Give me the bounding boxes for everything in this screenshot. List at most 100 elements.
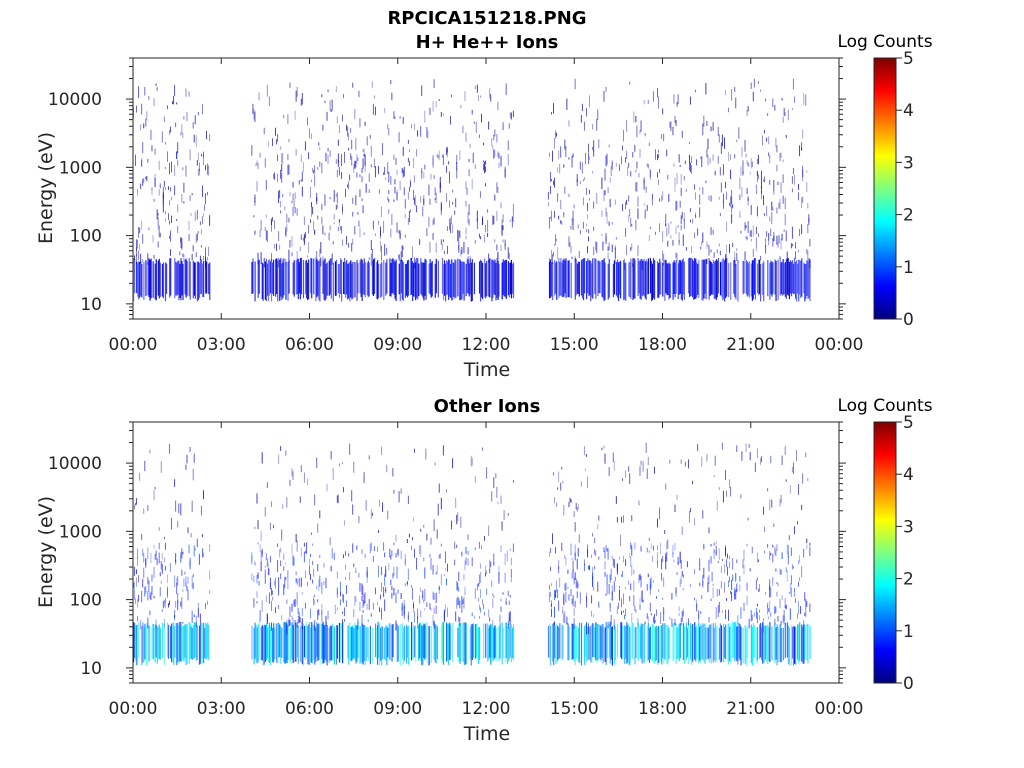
spectrogram-cell bbox=[429, 554, 431, 558]
spectrogram-cell bbox=[729, 561, 731, 569]
spectrogram-cell bbox=[511, 216, 513, 228]
spectrogram-cell bbox=[307, 255, 308, 258]
spectrogram-cell bbox=[169, 220, 170, 225]
spectrogram-cell bbox=[662, 597, 664, 600]
spectrogram-cell bbox=[756, 552, 758, 563]
spectrogram-cell bbox=[307, 117, 308, 126]
spectrogram-cell bbox=[609, 603, 611, 612]
spectrogram-cell bbox=[606, 584, 608, 595]
spectrogram-cell bbox=[319, 510, 321, 519]
spectrogram-cell bbox=[173, 96, 175, 105]
spectrogram-cell bbox=[770, 260, 772, 295]
spectrogram-cell bbox=[136, 569, 137, 574]
spectrogram-cell bbox=[389, 548, 391, 558]
spectrogram-cell bbox=[555, 130, 557, 139]
spectrogram-cell bbox=[595, 259, 597, 299]
spectrogram-cell bbox=[791, 176, 793, 184]
spectrogram-cell bbox=[625, 262, 627, 301]
spectrogram-cell bbox=[156, 87, 158, 91]
spectrogram-cell bbox=[557, 625, 559, 661]
spectrogram-cell bbox=[605, 621, 607, 665]
spectrogram-cell bbox=[622, 570, 623, 577]
spectrogram-cell bbox=[576, 263, 578, 294]
spectrogram-cell bbox=[491, 624, 493, 658]
spectrogram-cell bbox=[476, 218, 478, 229]
spectrogram-cell bbox=[198, 625, 201, 665]
spectrogram-cell bbox=[587, 258, 589, 294]
spectrogram-cell bbox=[508, 626, 510, 660]
spectrogram-cell bbox=[409, 209, 411, 213]
spectrogram-cell bbox=[192, 574, 194, 578]
spectrogram-cell bbox=[621, 516, 622, 523]
spectrogram-cell bbox=[296, 603, 298, 607]
spectrogram-cell bbox=[368, 173, 370, 182]
spectrogram-cell bbox=[582, 197, 584, 206]
spectrogram-cell bbox=[373, 546, 375, 551]
spectrogram-cell bbox=[710, 556, 712, 564]
spectrogram-cell bbox=[782, 259, 784, 295]
spectrogram-cell bbox=[698, 610, 700, 620]
spectrogram-cell bbox=[300, 547, 302, 557]
spectrogram-cell bbox=[201, 623, 204, 664]
spectrogram-cell bbox=[622, 625, 624, 659]
spectrogram-cell bbox=[375, 627, 378, 659]
spectrogram-cell bbox=[581, 162, 583, 174]
spectrogram-cell bbox=[509, 262, 512, 295]
spectrogram-cell bbox=[356, 154, 358, 164]
spectrogram-cell bbox=[776, 624, 778, 666]
spectrogram-cell bbox=[554, 606, 555, 618]
spectrogram-cell bbox=[570, 262, 572, 298]
spectrogram-cell bbox=[806, 623, 808, 661]
spectrogram-cell bbox=[771, 261, 773, 297]
spectrogram-cell bbox=[625, 157, 627, 163]
spectrogram-cell bbox=[403, 611, 405, 619]
spectrogram-cell bbox=[254, 561, 256, 566]
spectrogram-cell bbox=[170, 249, 171, 256]
spectrogram-cell bbox=[712, 154, 714, 161]
spectrogram-cell bbox=[752, 225, 754, 237]
spectrogram-cell bbox=[584, 152, 586, 165]
spectrogram-cell bbox=[479, 563, 481, 569]
spectrogram-cell bbox=[693, 261, 695, 300]
spectrogram-cell bbox=[571, 557, 573, 560]
spectrogram-cell bbox=[740, 230, 742, 234]
spectrogram-cell bbox=[611, 244, 613, 253]
spectrogram-cell bbox=[641, 623, 643, 664]
spectrogram-cell bbox=[500, 244, 502, 251]
spectrogram-cell bbox=[775, 568, 777, 572]
spectrogram-cell bbox=[176, 623, 178, 666]
spectrogram-cell bbox=[687, 622, 690, 665]
spectrogram-cell bbox=[628, 215, 630, 222]
spectrogram-cell bbox=[639, 260, 641, 299]
spectrogram-cell bbox=[181, 238, 183, 249]
spectrogram-cell bbox=[295, 260, 297, 295]
spectrogram-cell bbox=[354, 108, 356, 120]
spectrogram-cell bbox=[465, 546, 467, 554]
spectrogram-cell bbox=[150, 591, 152, 595]
spectrogram-cell bbox=[256, 493, 258, 504]
spectrogram-cell bbox=[332, 467, 334, 480]
spectrogram-cell bbox=[641, 590, 643, 603]
spectrogram-cell bbox=[444, 263, 447, 302]
spectrogram-cell bbox=[338, 622, 340, 626]
spectrogram-cell bbox=[401, 245, 403, 258]
spectrogram-cell bbox=[772, 553, 774, 563]
spectrogram-cell bbox=[299, 626, 301, 662]
spectrogram-cell bbox=[710, 126, 712, 132]
spectrogram-cell bbox=[338, 219, 340, 223]
spectrogram-cell bbox=[786, 544, 788, 555]
spectrogram-cell bbox=[730, 169, 732, 180]
spectrogram-cell bbox=[567, 586, 569, 589]
spectrogram-cell bbox=[314, 174, 316, 187]
spectrogram-cell bbox=[180, 601, 182, 607]
spectrogram-cell bbox=[455, 198, 457, 208]
spectrogram-cell bbox=[663, 133, 665, 142]
spectrogram-cell bbox=[718, 589, 720, 596]
spectrogram-cell bbox=[635, 182, 637, 192]
spectrogram-cell bbox=[170, 126, 171, 133]
spectrogram-cell bbox=[553, 472, 554, 476]
spectrogram-cell bbox=[772, 238, 774, 247]
spectrogram-cell bbox=[414, 611, 415, 623]
spectrogram-cell bbox=[184, 571, 186, 575]
spectrogram-cell bbox=[362, 585, 364, 597]
